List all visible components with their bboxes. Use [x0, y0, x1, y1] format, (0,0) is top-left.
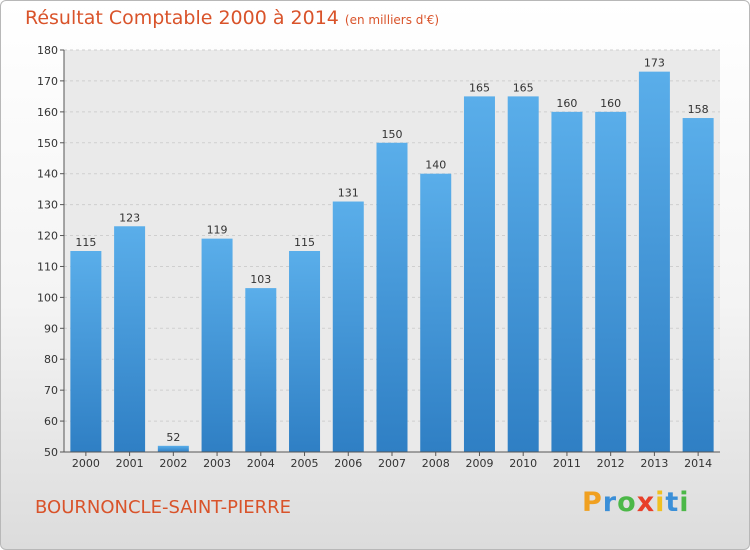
bar-2000 — [70, 251, 102, 452]
data-label-2011: 160 — [556, 97, 577, 110]
proxiti-logo: Proxiti — [582, 487, 690, 518]
y-tick-label: 110 — [37, 260, 58, 273]
data-label-2001: 123 — [119, 211, 140, 224]
y-tick-label: 80 — [44, 353, 58, 366]
x-tick-label-2001: 2001 — [116, 457, 144, 470]
logo-letter: x — [636, 487, 656, 518]
y-tick-label: 50 — [44, 446, 58, 459]
bar-2006 — [332, 201, 364, 452]
bar-2007 — [376, 142, 408, 452]
x-tick-label-2002: 2002 — [159, 457, 187, 470]
x-tick-label-2010: 2010 — [509, 457, 537, 470]
data-label-2003: 119 — [207, 224, 228, 237]
x-tick-label-2012: 2012 — [597, 457, 625, 470]
logo-letter: P — [582, 487, 603, 518]
x-tick-label-2013: 2013 — [640, 457, 668, 470]
data-label-2002: 52 — [166, 431, 180, 444]
data-label-2005: 115 — [294, 236, 315, 249]
logo-letter: r — [602, 487, 618, 518]
x-tick-label-2006: 2006 — [334, 457, 362, 470]
bar-2005 — [289, 251, 321, 452]
data-label-2014: 158 — [688, 103, 709, 116]
y-tick-label: 150 — [37, 137, 58, 150]
y-tick-label: 180 — [37, 44, 58, 57]
bar-2008 — [420, 173, 452, 452]
bar-2011 — [551, 111, 583, 452]
x-tick-label-2011: 2011 — [553, 457, 581, 470]
data-label-2010: 165 — [513, 81, 534, 94]
y-tick-label: 130 — [37, 199, 58, 212]
bar-2014 — [682, 118, 714, 453]
chart-title-text: Résultat Comptable 2000 à 2014 — [25, 7, 339, 29]
x-tick-label-2003: 2003 — [203, 457, 231, 470]
y-tick-label: 120 — [37, 230, 58, 243]
bar-2004 — [245, 288, 277, 452]
logo-letter: i — [655, 487, 666, 518]
chart-subtitle: (en milliers d'€) — [344, 13, 440, 27]
data-label-2007: 150 — [382, 128, 403, 141]
x-tick-label-2009: 2009 — [465, 457, 493, 470]
bar-2009 — [463, 96, 495, 452]
chart-title: Résultat Comptable 2000 à 2014 (en millie… — [25, 7, 439, 29]
data-label-2000: 115 — [75, 236, 96, 249]
y-tick-label: 90 — [44, 322, 58, 335]
logo-letter: o — [617, 487, 637, 518]
data-label-2006: 131 — [338, 187, 359, 200]
data-label-2009: 165 — [469, 81, 490, 94]
y-tick-label: 70 — [44, 384, 58, 397]
x-tick-label-2004: 2004 — [247, 457, 275, 470]
data-label-2012: 160 — [600, 97, 621, 110]
x-tick-label-2000: 2000 — [72, 457, 100, 470]
bar-2003 — [201, 238, 233, 452]
x-tick-label-2007: 2007 — [378, 457, 406, 470]
bar-2002 — [157, 445, 189, 452]
y-tick-label: 160 — [37, 106, 58, 119]
y-tick-label: 170 — [37, 75, 58, 88]
x-tick-label-2014: 2014 — [684, 457, 712, 470]
bars-group: 115 123 52 119 103 115 131 150 140 165 165 160 160 17… — [70, 57, 714, 453]
logo-letter: t — [665, 487, 680, 518]
y-axis: 50 60 70 80 90 100 110 120 130 140 150 160 170 180 — [37, 44, 65, 459]
y-tick-label: 60 — [44, 415, 58, 428]
bar-2013 — [638, 71, 670, 453]
x-axis: 2000 2001 2002 2003 2004 2005 2006 2007 2008 2009… — [64, 451, 720, 470]
x-tick-label-2005: 2005 — [291, 457, 319, 470]
y-tick-label: 100 — [37, 291, 58, 304]
bar-2001 — [114, 226, 146, 452]
logo-letter: i — [679, 487, 690, 518]
y-tick-label: 140 — [37, 168, 58, 181]
bar-2010 — [507, 96, 539, 452]
x-tick-label-2008: 2008 — [422, 457, 450, 470]
data-label-2013: 173 — [644, 57, 665, 70]
town-name: BOURNONCLE-SAINT-PIERRE — [35, 497, 292, 518]
data-label-2004: 103 — [250, 273, 271, 286]
data-label-2008: 140 — [425, 159, 446, 172]
bar-2012 — [595, 111, 627, 452]
